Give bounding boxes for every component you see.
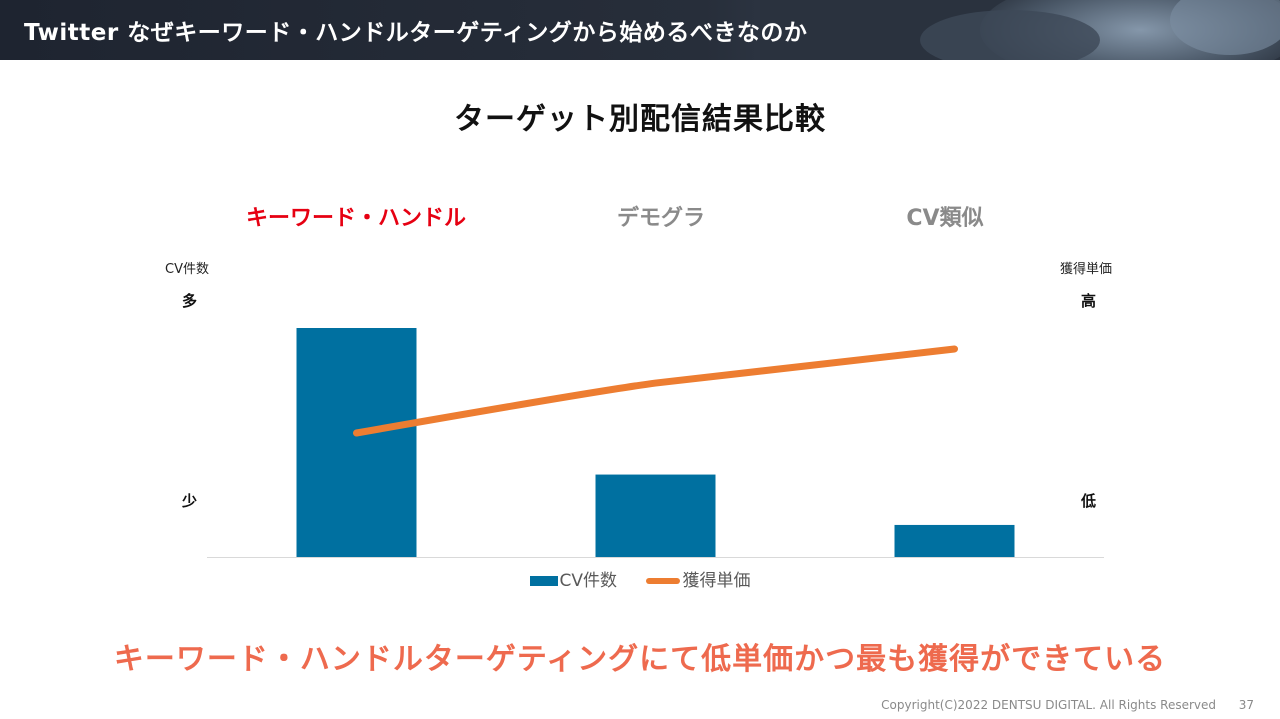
category-label-demographic: デモグラ — [616, 206, 705, 231]
right-axis-bottom-label: 低 — [1081, 492, 1097, 510]
page-number: 37 — [1238, 698, 1254, 712]
chart-title: ターゲット別配信結果比較 — [454, 102, 826, 137]
legend-item-acquisition-cost: 獲得単価 — [646, 566, 750, 591]
legend-swatch-line — [646, 578, 681, 584]
bar-3 — [894, 524, 1015, 557]
left-axis-title: CV件数 — [165, 262, 209, 277]
chart-legend: CV件数 獲得単価 — [0, 566, 1280, 591]
header-texture-image — [760, 0, 1280, 60]
legend-label-cv-count: CV件数 — [559, 571, 618, 591]
header-title: Twitter なぜキーワード・ハンドルターゲティングから始めるべきなのか — [24, 20, 808, 46]
left-axis-top-label: 多 — [182, 292, 198, 310]
copyright-text: Copyright(C)2022 DENTSU DIGITAL. All Rig… — [881, 698, 1216, 712]
bar-1 — [296, 328, 417, 557]
category-label-cv-lookalike: CV類似 — [906, 206, 984, 231]
legend-swatch-bar — [529, 576, 558, 586]
legend-item-cv-count: CV件数 — [529, 566, 618, 591]
right-axis-top-label: 高 — [1081, 292, 1097, 310]
conclusion-text: キーワード・ハンドルターゲティングにて低単価かつ最も獲得ができている — [113, 642, 1167, 677]
line-acquisition-cost — [353, 345, 958, 437]
legend-label-acquisition-cost: 獲得単価 — [682, 571, 751, 591]
bar-2 — [595, 474, 716, 557]
category-label-keyword-handle: キーワード・ハンドル — [245, 206, 466, 231]
right-axis-title: 獲得単価 — [1060, 262, 1113, 277]
header-bar: Twitter なぜキーワード・ハンドルターゲティングから始めるべきなのか — [0, 0, 1280, 60]
left-axis-bottom-label: 少 — [182, 492, 198, 510]
